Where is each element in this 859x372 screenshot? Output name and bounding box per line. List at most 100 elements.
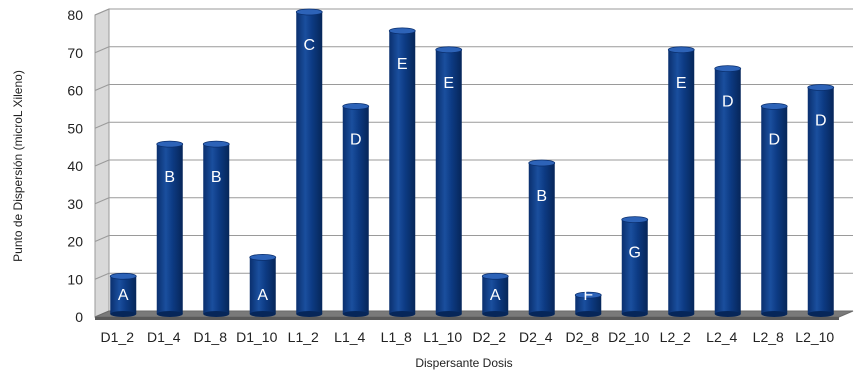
bar: G [621, 216, 649, 317]
bar-body [389, 30, 416, 314]
bar: B [528, 159, 556, 317]
bar: C [295, 8, 323, 317]
y-tick-label: 60 [67, 83, 83, 99]
x-tick-label: D1_8 [194, 329, 228, 345]
bar-top [342, 102, 370, 110]
y-tick-label: 30 [67, 196, 83, 212]
x-tick-label: L2_2 [660, 329, 691, 345]
bar-data-label: B [211, 169, 222, 186]
bar-bottom [249, 311, 276, 317]
bar-top [249, 253, 277, 261]
y-tick-label: 70 [67, 45, 83, 61]
y-tick-label: 20 [67, 234, 83, 250]
bar-top [528, 159, 556, 167]
x-tick-label: D2_4 [519, 329, 553, 345]
bar-data-label: B [164, 169, 175, 186]
bar-body [575, 295, 602, 314]
x-tick-label: L2_4 [706, 329, 737, 345]
bar-body [714, 68, 741, 314]
bar-data-label: D [350, 131, 362, 148]
gridline-depth [94, 235, 110, 242]
x-tick-label: L1_4 [334, 329, 365, 345]
y-tick-label: 10 [67, 271, 83, 287]
bar-bottom [342, 311, 369, 317]
bar-data-label: G [629, 245, 641, 262]
bar: A [481, 272, 509, 317]
x-tick-label: L1_10 [423, 329, 462, 345]
bar-data-label: E [397, 56, 408, 73]
bar-top [435, 46, 463, 54]
bar-data-label: B [536, 188, 547, 205]
bar-data-label: D [722, 94, 734, 111]
bar-body [249, 257, 276, 314]
y-tick-label: 40 [67, 158, 83, 174]
bar-data-label: A [118, 287, 129, 304]
y-tick-label: 80 [67, 7, 83, 23]
bar-body [668, 49, 695, 314]
x-axis-label: Dispersante Dosis [415, 356, 512, 370]
bar-bottom [668, 311, 695, 317]
bar-body [807, 87, 834, 314]
bar-data-label: D [815, 113, 827, 130]
x-tick-label: D2_8 [566, 329, 600, 345]
bar: E [388, 27, 416, 317]
bar-data-label: A [257, 287, 268, 304]
bar: B [156, 140, 184, 317]
bar-top [621, 216, 649, 224]
x-tick-label: L2_8 [753, 329, 784, 345]
bar-data-label: E [443, 75, 454, 92]
bar-top [481, 272, 509, 280]
tick-labels: 0 10 20 30 40 50 60 70 80 D1_2 D1_4 D1_8 D1_10 L1_2 L1… [67, 7, 834, 345]
bar-body [621, 219, 648, 314]
bar-body [435, 49, 462, 314]
bar-bottom [435, 311, 462, 317]
bar-bottom [621, 311, 648, 317]
bar-top [760, 102, 788, 110]
bar-data-label: A [490, 287, 501, 304]
bar-data-label: E [676, 75, 687, 92]
y-axis-label: Punto de Dispersión (microL Xileno) [11, 70, 25, 262]
bar-body [761, 106, 788, 314]
bar-body [342, 106, 369, 314]
bar-top [295, 8, 323, 16]
bar-top [109, 272, 137, 280]
floor-edge [95, 317, 839, 320]
bar-bottom [714, 311, 741, 317]
bar-top [156, 140, 184, 148]
bar-body [528, 163, 555, 314]
y-tick-label: 0 [75, 309, 83, 325]
x-tick-label: L2_10 [795, 329, 834, 345]
bar-body [110, 276, 137, 314]
bar-data-label: D [768, 131, 780, 148]
x-tick-label: D1_2 [101, 329, 135, 345]
bar: E [435, 46, 463, 317]
bar-top [807, 84, 835, 91]
bar: E [667, 46, 695, 317]
gridline-depth [94, 197, 110, 205]
bar: D [807, 84, 835, 317]
bar-bottom [482, 311, 509, 317]
bars: A B B A C D E E A B F G E D D D [109, 8, 835, 317]
gridline-depth [94, 46, 110, 54]
bar: D [342, 102, 370, 317]
bar-body [156, 144, 183, 314]
bar-bottom [110, 311, 137, 317]
x-tick-label: L1_2 [288, 329, 319, 345]
x-tick-label: D2_10 [608, 329, 649, 345]
gridline-depth [94, 121, 110, 129]
bar-bottom [807, 311, 834, 317]
bar-top [714, 65, 742, 73]
gridline-depth [94, 272, 110, 280]
bar: A [249, 253, 277, 317]
bar-bottom [528, 311, 555, 317]
bar: D [714, 65, 742, 317]
bar-bottom [389, 311, 416, 317]
bar: A [109, 272, 137, 317]
gridline-depth [94, 159, 110, 167]
bar-top [574, 291, 602, 299]
bar-top [202, 140, 230, 148]
bar-bottom [761, 311, 788, 317]
y-tick-label: 50 [67, 120, 83, 136]
bar-bottom [203, 311, 230, 317]
